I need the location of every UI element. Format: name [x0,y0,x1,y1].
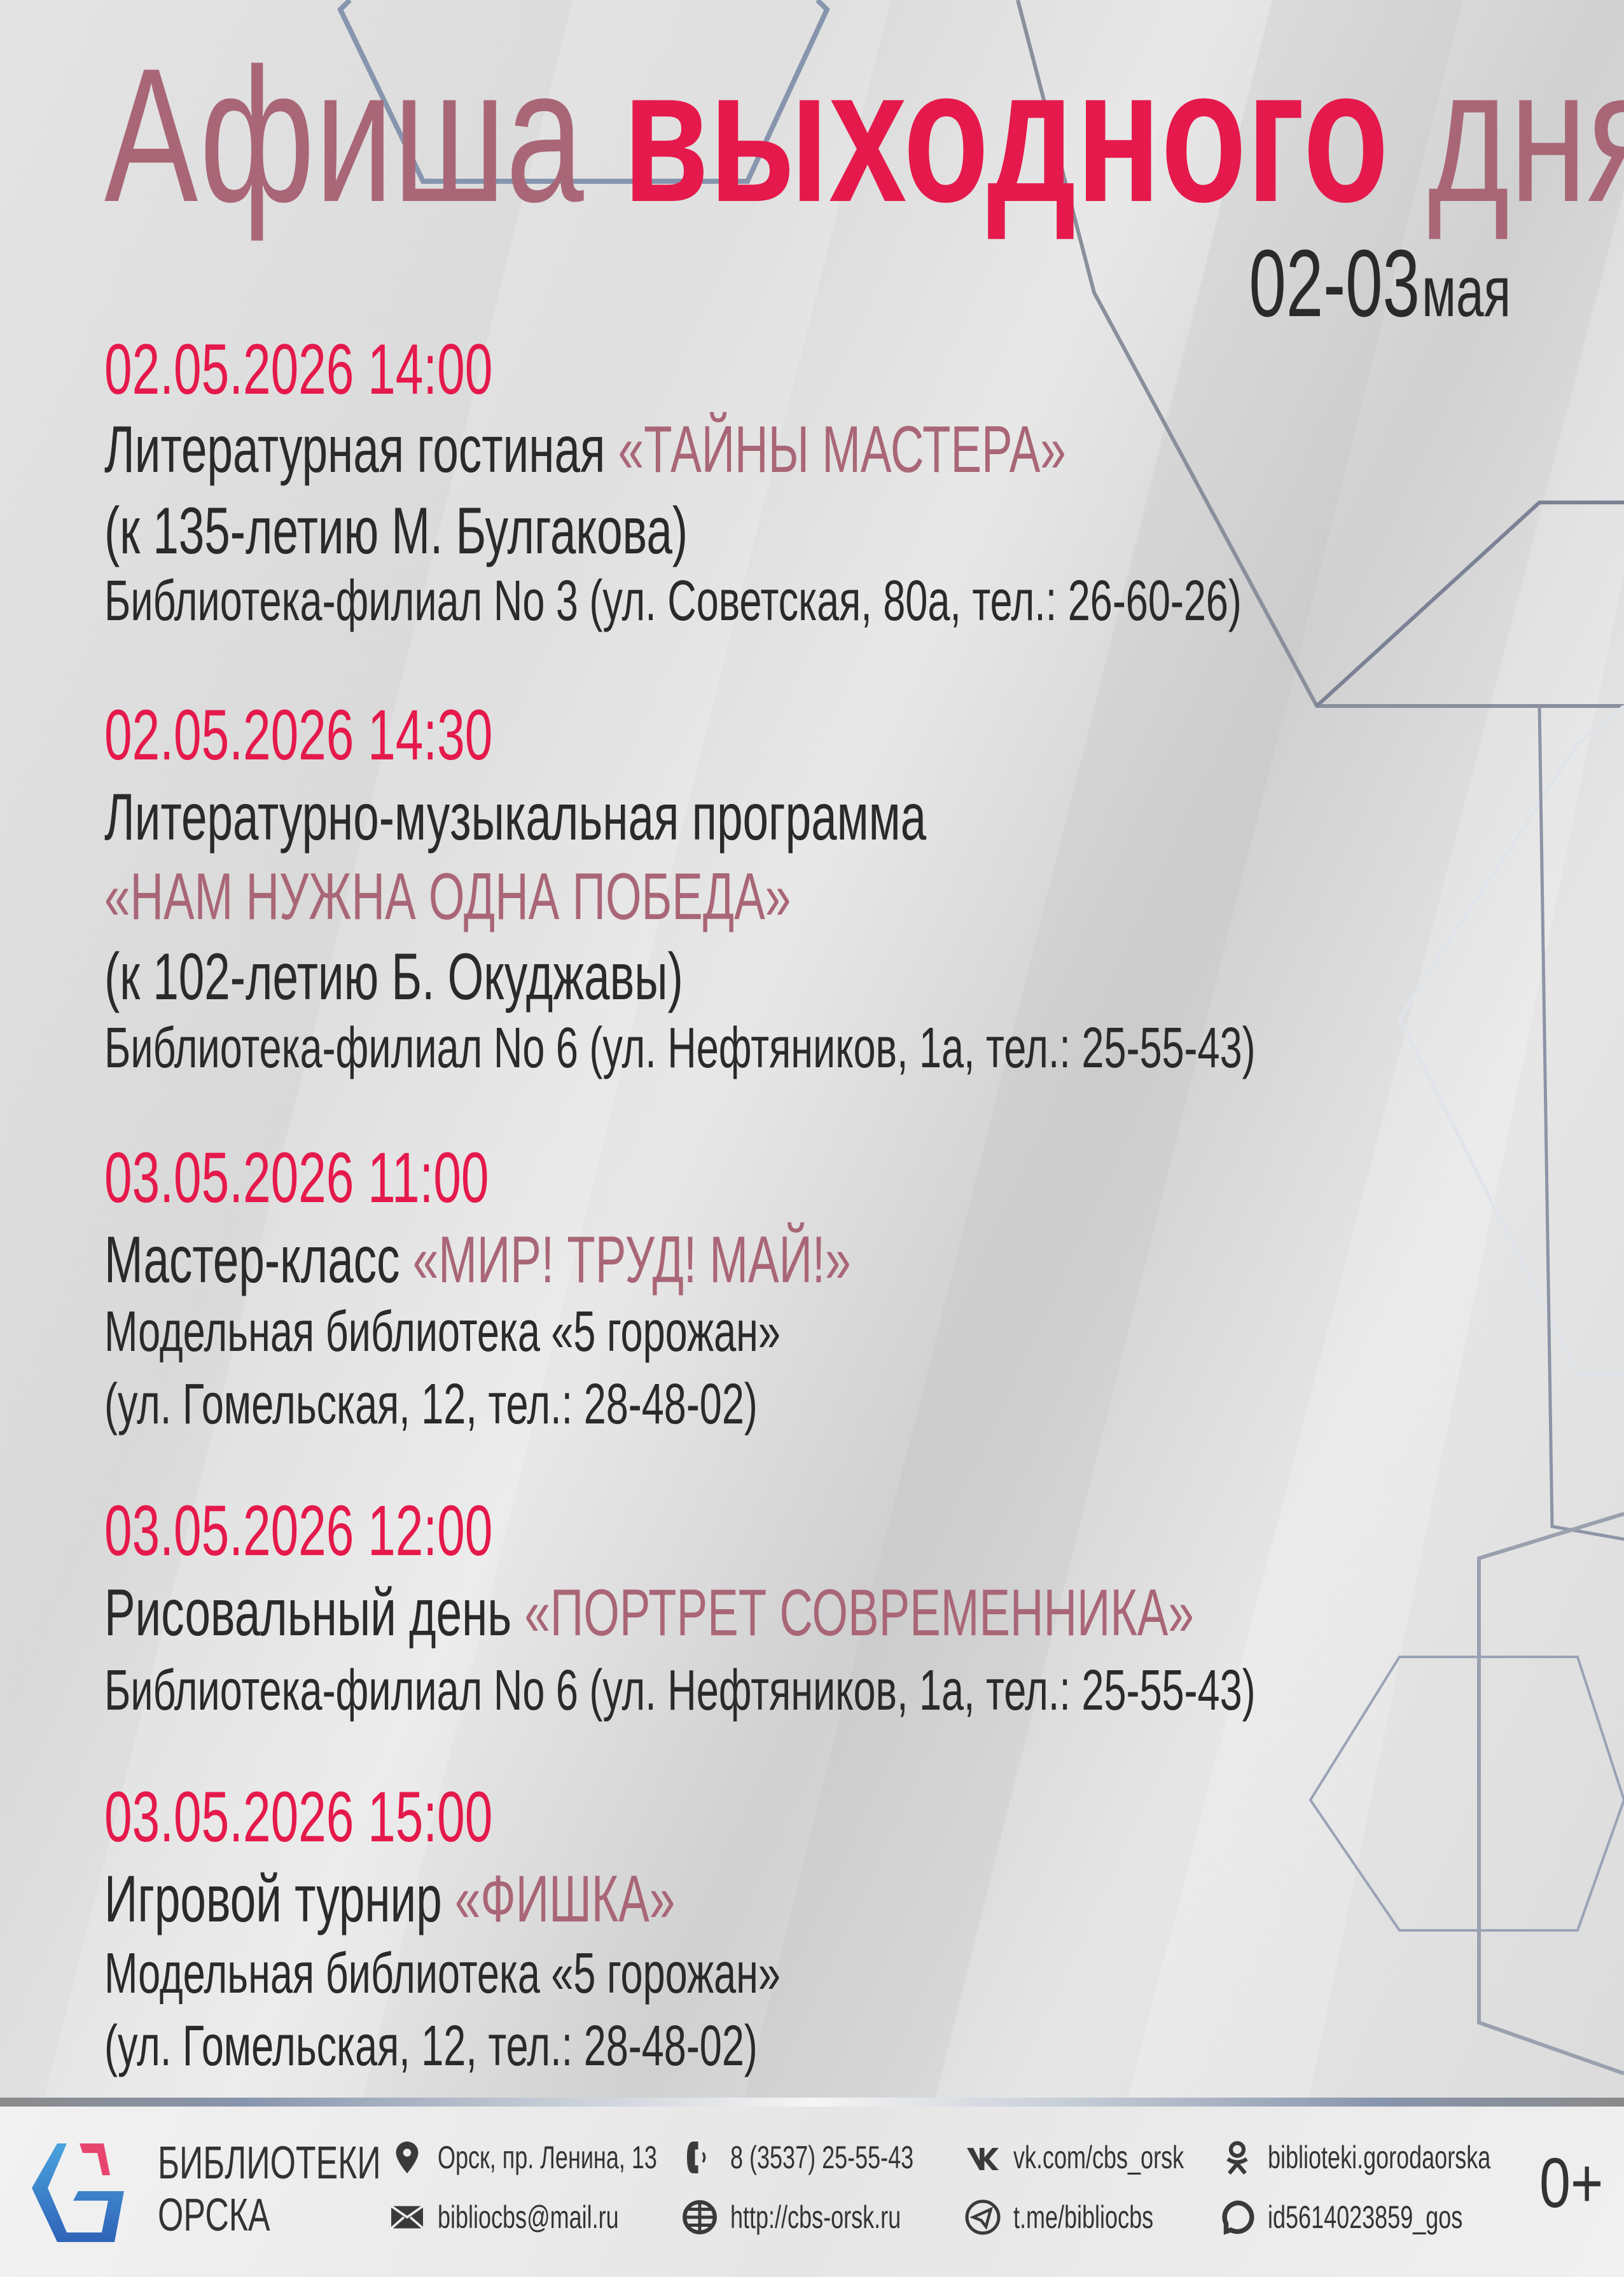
event-location: Библиотека-филиал No 6 (ул. Нефтяников, … [104,1659,1256,1722]
footer-phone[interactable]: 8 (3537) 25-55-43 [681,2138,985,2177]
location-pin-icon [396,2142,419,2173]
event-title: Игровой турнир «ФИШКА» [104,1862,676,1936]
footer-ok-link[interactable]: biblioteki.gorodaorska [1218,2138,1577,2177]
event-location: Библиотека-филиал No 3 (ул. Советская, 8… [104,569,1242,633]
logo-text-line1: БИБЛИОТЕКИ [158,2138,381,2189]
event-location: Модельная библиотека «5 горожан» [104,1300,781,1364]
odnoklassniki-icon [1226,2141,1248,2175]
footer-divider [0,2098,1624,2107]
telegram-icon [965,2199,1001,2235]
phone-icon [687,2142,706,2173]
logo-text-line2: ОРСКА [158,2190,270,2241]
event-title: Литературно-музыкальная программа [104,780,927,854]
event-title: Рисовальный день «ПОРТРЕТ СОВРЕМЕННИКА» [104,1576,1194,1650]
event-location: Модельная библиотека «5 горожан» [104,1942,781,2005]
envelope-icon [390,2204,424,2229]
event-note: (к 102-летию Б. Окуджавы) [104,940,683,1014]
footer-vk-link[interactable]: vk.com/cbs_orsk [964,2138,1250,2177]
footer-email[interactable]: bibliocbs@mail.ru [388,2198,689,2236]
library-logo-icon [32,2143,124,2242]
event-location: Библиотека-филиал No 6 (ул. Нефтяников, … [104,1016,1256,1080]
event-title: Литературная гостиная «ТАЙНЫ МАСТЕРА» [104,413,1066,487]
event-datetime: 03.05.2026 11:00 [104,1138,489,1217]
age-rating: 0+ [1539,2144,1604,2222]
date-range: 02-03 мая [1249,230,1511,336]
event-address: (ул. Гомельская, 12, тел.: 28-48-02) [104,1373,758,1436]
event-note: (к 135-летию М. Булгакова) [104,494,688,568]
event-title: Мастер-класс «МИР! ТРУД! МАЙ!» [104,1223,851,1297]
event-datetime: 02.05.2026 14:00 [104,329,493,409]
event-datetime: 02.05.2026 14:30 [104,695,493,775]
footer-address: Орск, пр. Ленина, 13 [388,2138,742,2177]
globe-icon [683,2200,717,2234]
footer [0,2107,1624,2277]
footer-telegram-link[interactable]: t.me/bibliocbs [964,2198,1208,2236]
footer-website-link[interactable]: http://cbs-orsk.ru [681,2198,967,2236]
event-datetime: 03.05.2026 12:00 [104,1491,493,1570]
vk-icon [967,2148,999,2170]
max-messenger-icon [1222,2200,1254,2235]
event-title-highlight: «НАМ НУЖНА ОДНА ПОБЕДА» [104,860,791,934]
event-datetime: 03.05.2026 15:00 [104,1777,493,1857]
event-address: (ул. Гомельская, 12, тел.: 28-48-02) [104,2014,758,2078]
footer-max-link[interactable]: id5614023859_gos [1218,2198,1538,2236]
page-title: Афиша выходного дня [104,28,1624,242]
